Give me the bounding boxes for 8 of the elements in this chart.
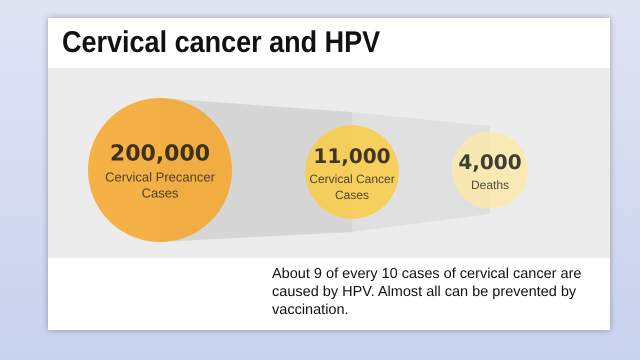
category-label: Cervical Precancer Cases	[105, 170, 216, 200]
category-label: Deaths	[470, 178, 510, 192]
data-label: 11,000	[313, 144, 391, 168]
data-label: 4,000	[458, 150, 522, 174]
text: Cervical cancer and HPV	[62, 26, 380, 60]
data-label: 200,000	[110, 142, 210, 166]
category-label: Cervical Cancer Cases	[309, 172, 395, 202]
text: About 9 of every 10 cases of cervical cancer are caused by HPV. Almost all can be prevented by vaccination.	[272, 265, 582, 319]
